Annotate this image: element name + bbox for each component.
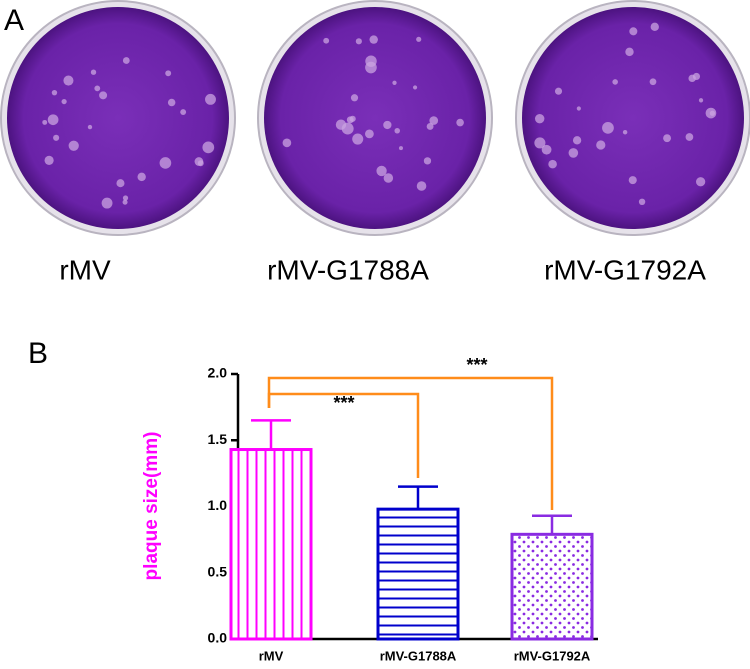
plaque <box>534 113 545 124</box>
plates <box>0 0 750 236</box>
plaque <box>116 179 125 188</box>
plaque <box>572 136 582 145</box>
plaque <box>180 109 187 116</box>
plaque <box>165 70 172 77</box>
plaque <box>629 27 638 36</box>
plate <box>522 7 744 229</box>
significance-bracket <box>267 376 554 510</box>
plaque <box>122 57 130 64</box>
plaque <box>202 141 215 154</box>
plaque <box>99 91 108 100</box>
plaque <box>685 133 694 141</box>
plaque <box>663 134 672 143</box>
bar <box>510 532 594 641</box>
plaque <box>282 138 292 148</box>
plaque <box>622 129 628 135</box>
plaque <box>416 181 427 191</box>
y-tick-label: 0.0 <box>208 630 228 646</box>
plaque <box>355 38 362 45</box>
plaque <box>90 69 97 75</box>
x-tick-label: rMV-G1788A <box>380 648 457 663</box>
plaque <box>44 155 54 165</box>
y-tick-label: 1.5 <box>208 431 228 447</box>
plaque <box>352 133 364 145</box>
plaque <box>423 157 432 165</box>
plaque <box>638 198 646 206</box>
plaque <box>695 177 706 187</box>
plaque <box>398 146 403 151</box>
plaque <box>383 173 394 183</box>
plaque <box>612 79 618 85</box>
plaque <box>94 85 101 92</box>
plaque <box>412 85 418 90</box>
plaque <box>602 121 614 134</box>
plaque <box>394 128 400 134</box>
plaque <box>137 172 146 182</box>
x-tick-label: rMV-G1792A <box>514 648 591 663</box>
panel-label: B <box>28 337 48 370</box>
plaque <box>628 176 637 185</box>
plaque <box>87 124 93 130</box>
plaque <box>51 89 58 96</box>
plaque <box>365 55 377 67</box>
plaque <box>197 160 204 167</box>
plaque <box>698 98 704 103</box>
plaque <box>383 120 392 130</box>
x-tick-label: rMV <box>259 648 284 663</box>
plaque <box>534 137 546 149</box>
plaque <box>53 134 60 141</box>
plaque <box>596 140 606 150</box>
plaque <box>392 80 397 85</box>
plaque <box>42 119 48 125</box>
plate <box>7 7 229 229</box>
plaque <box>541 144 552 155</box>
significance-label: *** <box>333 393 354 413</box>
plaque <box>47 114 59 126</box>
plaque <box>429 116 439 125</box>
plaque <box>625 47 634 57</box>
plaque <box>61 98 67 105</box>
plaque <box>426 122 434 130</box>
y-tick-label: 1.0 <box>208 497 228 513</box>
plaque <box>122 199 128 205</box>
plaque <box>548 159 557 169</box>
significance-label: *** <box>466 355 487 375</box>
plaque <box>335 119 347 130</box>
plaque <box>159 157 172 169</box>
plaque <box>364 129 374 139</box>
bar <box>229 448 313 641</box>
plaque <box>122 195 129 201</box>
plaque <box>323 37 330 44</box>
panel-label: A <box>4 4 24 37</box>
plate-label: rMV-G1788A <box>267 254 429 285</box>
plaque <box>576 106 581 111</box>
plaque <box>709 110 716 116</box>
y-tick-label: 0.5 <box>208 563 228 579</box>
plate-label: rMV <box>59 254 111 285</box>
plaque <box>692 72 701 81</box>
plaque <box>68 140 79 151</box>
plaque <box>346 116 354 124</box>
plaque <box>376 165 387 177</box>
plaque <box>650 22 659 32</box>
plaque <box>369 35 378 44</box>
plaque <box>416 36 422 42</box>
plaque <box>649 78 657 86</box>
plaque <box>568 148 579 158</box>
plaque <box>456 118 464 127</box>
plaque <box>167 98 176 107</box>
bar <box>376 507 460 641</box>
plaque <box>63 75 74 86</box>
plaque <box>350 94 359 102</box>
plaque <box>101 197 113 209</box>
plaque <box>554 87 563 95</box>
y-axis-label: plaque size(mm) <box>141 432 162 581</box>
plate-label: rMV-G1792A <box>544 254 706 285</box>
plate <box>264 7 486 229</box>
y-tick-label: 2.0 <box>208 365 228 381</box>
plaque <box>205 93 216 105</box>
